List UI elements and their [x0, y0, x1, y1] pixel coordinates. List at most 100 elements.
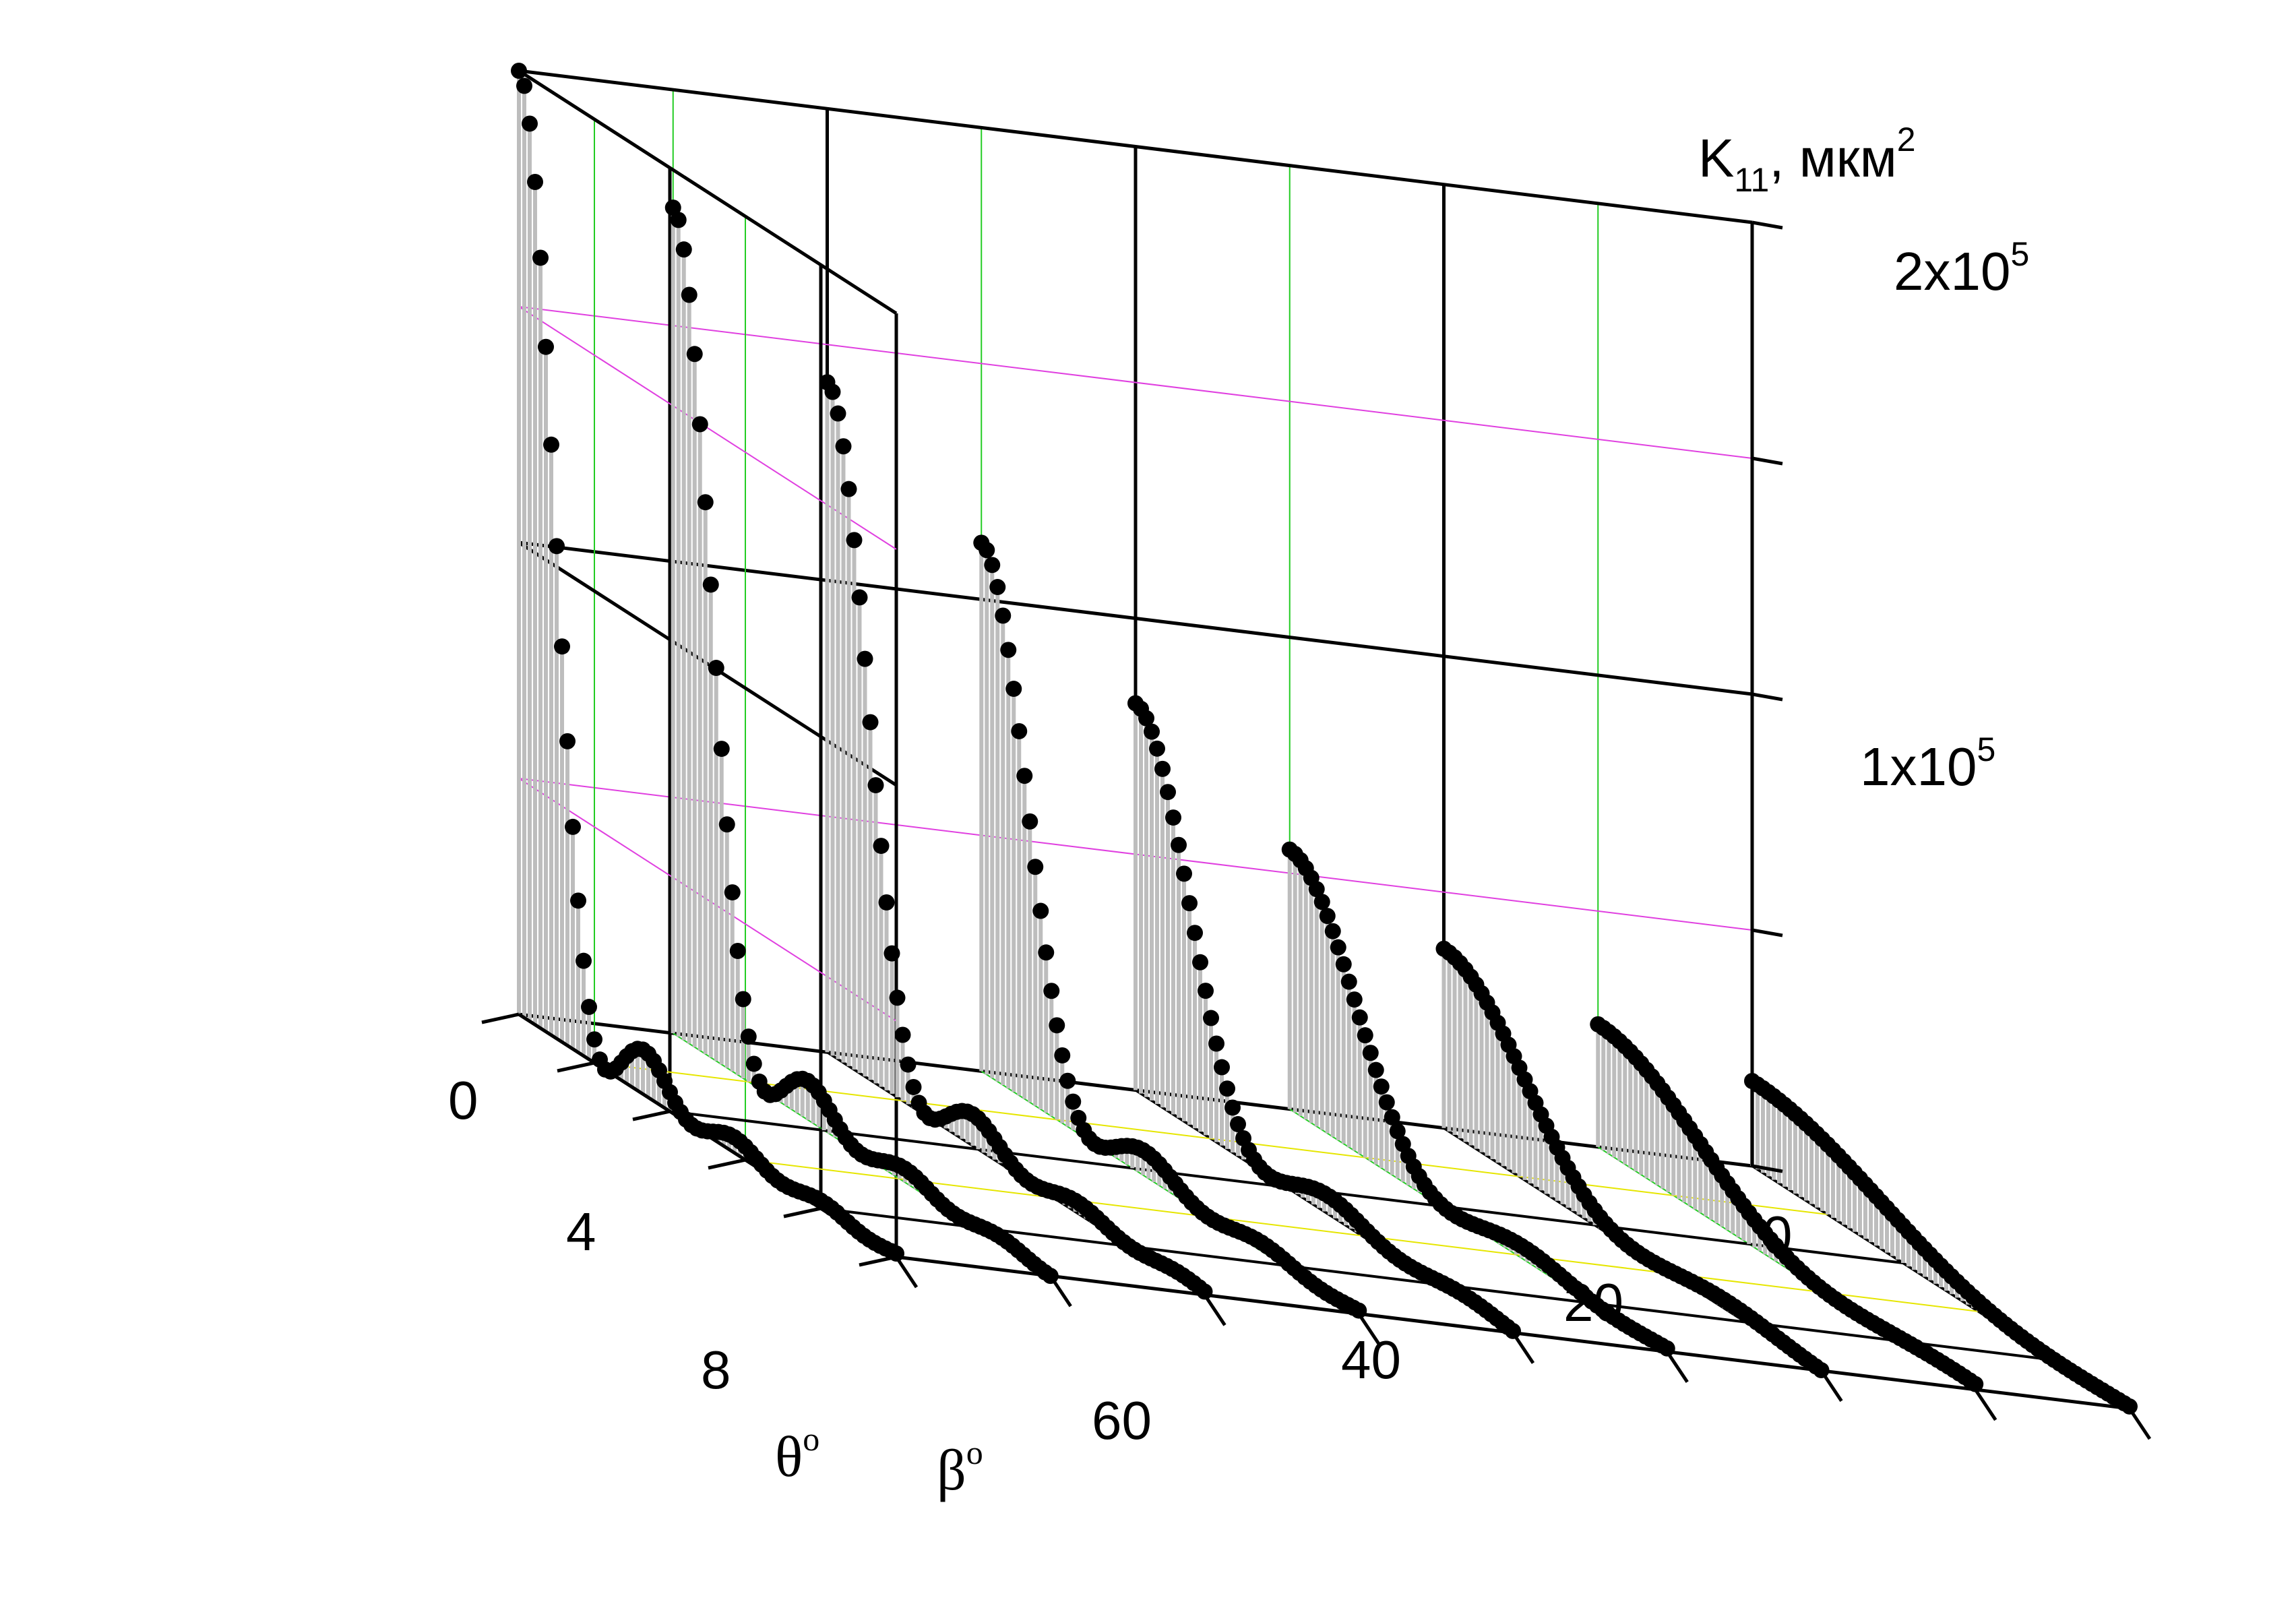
series-point [900, 1056, 917, 1073]
series-point [691, 416, 708, 433]
beta-axis-tick [1974, 1388, 1997, 1421]
theta-axis-tick [859, 1255, 897, 1267]
series-point [1038, 944, 1055, 961]
beta-axis-tick [1511, 1332, 1535, 1364]
series-point [984, 557, 1001, 574]
beta-tick-0: 0 [1762, 1205, 1793, 1265]
z-tick-1e5: 1x105 [1860, 731, 1995, 797]
series-point [1032, 902, 1049, 919]
series-point [1054, 1047, 1071, 1063]
series-beta-70 [664, 199, 1059, 1285]
z-axis-tick [1751, 692, 1783, 702]
z-tick-2e5: 2x105 [1894, 235, 2029, 301]
series-point [1373, 1078, 1390, 1095]
series-beta-40 [1127, 695, 1521, 1339]
series-point [1214, 1059, 1230, 1076]
series-point [840, 481, 857, 497]
series-point [729, 942, 746, 959]
series-point [724, 884, 741, 901]
series-point [670, 212, 687, 228]
series-point [1230, 1116, 1246, 1133]
series-point [681, 286, 697, 303]
series-point [862, 714, 879, 731]
series-point [522, 115, 538, 132]
beta-axis-tick [2128, 1407, 2152, 1440]
series-point [1219, 1080, 1235, 1097]
theta-tick-8: 8 [701, 1340, 731, 1400]
series-point [686, 346, 703, 363]
series-point [894, 1026, 911, 1043]
series-point [1011, 722, 1028, 739]
series-point [851, 589, 868, 606]
z-axis-tick [1751, 1164, 1783, 1173]
series-point [1505, 1322, 1521, 1339]
series-point [1022, 813, 1038, 830]
series-point [1208, 1035, 1224, 1052]
series-point [979, 542, 995, 559]
series-point [675, 241, 692, 258]
theta-axis-tick [481, 1012, 520, 1024]
series-point [883, 945, 900, 962]
theta-axis-tick [783, 1206, 821, 1219]
theta-axis-title: θo [775, 1420, 819, 1489]
series-point [1144, 723, 1160, 740]
series-point [824, 383, 841, 400]
back-wall-minor-hline [518, 306, 1753, 459]
series-point [1049, 1017, 1065, 1034]
beta-tick-40: 40 [1341, 1330, 1401, 1390]
series-point [989, 579, 1006, 596]
series-point [718, 816, 735, 833]
series-beta-60 [819, 374, 1213, 1300]
series-point [1357, 1027, 1373, 1044]
series-point [1335, 956, 1352, 973]
theta-tick-0: 0 [448, 1070, 478, 1130]
series-point [835, 438, 852, 455]
series-point [1016, 768, 1033, 784]
beta-axis-tick [1820, 1369, 1843, 1402]
series-point [664, 199, 681, 216]
beta-tick-60: 60 [1092, 1390, 1152, 1450]
series-point [527, 174, 543, 191]
series-point [565, 818, 581, 835]
beta-tick-20: 20 [1563, 1272, 1623, 1332]
series-point [559, 733, 576, 749]
beta-axis-title: βo [937, 1433, 983, 1502]
series-point [1362, 1045, 1379, 1061]
series-point [2121, 1398, 2138, 1415]
series-point [995, 607, 1012, 624]
series-point [697, 494, 714, 511]
series-point [1181, 895, 1198, 912]
z-axis-tick [1751, 456, 1783, 466]
series-point [857, 650, 873, 667]
series-point [846, 532, 863, 549]
series-point [1367, 1061, 1384, 1078]
series-point [830, 405, 846, 422]
series-point [538, 338, 554, 355]
series-point [1192, 954, 1208, 970]
series-beta-0 [1744, 1073, 2138, 1415]
series-point [1171, 836, 1187, 853]
series-point [1138, 710, 1154, 727]
series-point [1330, 939, 1346, 956]
z-axis-tick [1751, 220, 1783, 230]
theta-axis-tick [557, 1061, 595, 1073]
series-point [1313, 894, 1330, 911]
series-beta-20 [1435, 940, 1830, 1379]
theta-axis-line [518, 1012, 898, 1259]
series-point [554, 638, 570, 655]
beta-axis-tick [1203, 1293, 1227, 1326]
series-point [1176, 865, 1192, 882]
series-point [1378, 1094, 1395, 1111]
series-point [713, 741, 730, 758]
series-point [1070, 1109, 1087, 1126]
series-point [1000, 642, 1017, 658]
series-point [905, 1078, 922, 1095]
series-point [576, 952, 592, 969]
beta-axis-tick [1049, 1274, 1072, 1307]
series-point [878, 894, 895, 911]
series-point [1340, 973, 1357, 990]
z-axis-title: K11, мкм2 [1698, 121, 1916, 199]
series-point [867, 777, 884, 794]
series-point [1319, 908, 1336, 925]
